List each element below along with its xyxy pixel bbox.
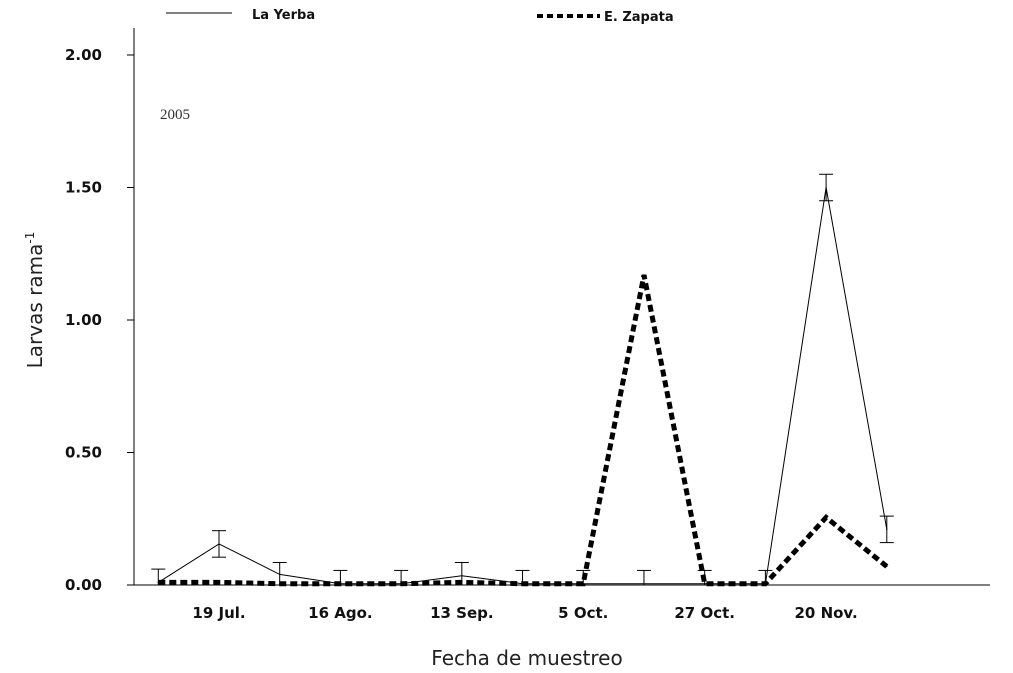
data-point bbox=[886, 528, 888, 530]
y-axis-title-main: Larvas rama bbox=[23, 244, 47, 369]
x-tick-label: 19 Jul. bbox=[192, 604, 245, 622]
data-point bbox=[279, 583, 281, 585]
series-layer bbox=[151, 173, 894, 587]
data-point bbox=[825, 516, 827, 519]
data-point bbox=[764, 583, 766, 585]
series-line-e-zapata bbox=[158, 274, 889, 587]
y-tick-label: 0.50 bbox=[65, 444, 102, 462]
data-point bbox=[643, 274, 645, 276]
y-ticks: 0.00 0.50 1.00 1.50 2.00 bbox=[65, 46, 134, 594]
data-point bbox=[218, 581, 220, 583]
data-point bbox=[825, 186, 827, 189]
x-tick-label: 16 Ago. bbox=[308, 604, 372, 622]
error-bar bbox=[636, 569, 651, 585]
x-ticks: 19 Jul. 16 Ago. 13 Sep. 5 Oct. 27 Oct. 20 Nov… bbox=[192, 604, 857, 622]
data-point bbox=[339, 583, 342, 585]
year-annotation: 2005 bbox=[160, 107, 190, 123]
legend-label-e-zapata: E. Zapata bbox=[604, 10, 674, 25]
x-tick-label: 5 Oct. bbox=[558, 604, 608, 622]
data-point bbox=[704, 583, 706, 585]
data-point bbox=[886, 565, 888, 568]
y-tick-label: 0.00 bbox=[65, 576, 102, 594]
data-point bbox=[582, 583, 584, 585]
data-point bbox=[218, 543, 220, 545]
data-point bbox=[643, 583, 645, 585]
data-point bbox=[279, 573, 281, 576]
y-tick-label: 2.00 bbox=[65, 46, 102, 64]
x-axis-title: Fecha de muestreo bbox=[431, 646, 622, 670]
y-tick-label: 1.50 bbox=[65, 179, 102, 197]
x-tick-label: 27 Oct. bbox=[674, 604, 735, 622]
legend-label-la-yerba: La Yerba bbox=[252, 8, 315, 23]
y-tick-label: 1.00 bbox=[65, 311, 102, 329]
y-axis-title: Larvas rama-1 bbox=[23, 232, 47, 369]
data-point bbox=[461, 581, 463, 583]
legend: La Yerba E. Zapata bbox=[166, 8, 674, 25]
data-point bbox=[157, 581, 159, 583]
data-point bbox=[461, 575, 463, 577]
data-point bbox=[521, 583, 524, 585]
data-point bbox=[400, 583, 402, 585]
series-line-la-yerba bbox=[158, 187, 888, 585]
x-tick-label: 13 Sep. bbox=[430, 604, 494, 622]
y-axis-title-superscript: -1 bbox=[23, 232, 37, 244]
x-tick-label: 20 Nov. bbox=[794, 604, 857, 622]
